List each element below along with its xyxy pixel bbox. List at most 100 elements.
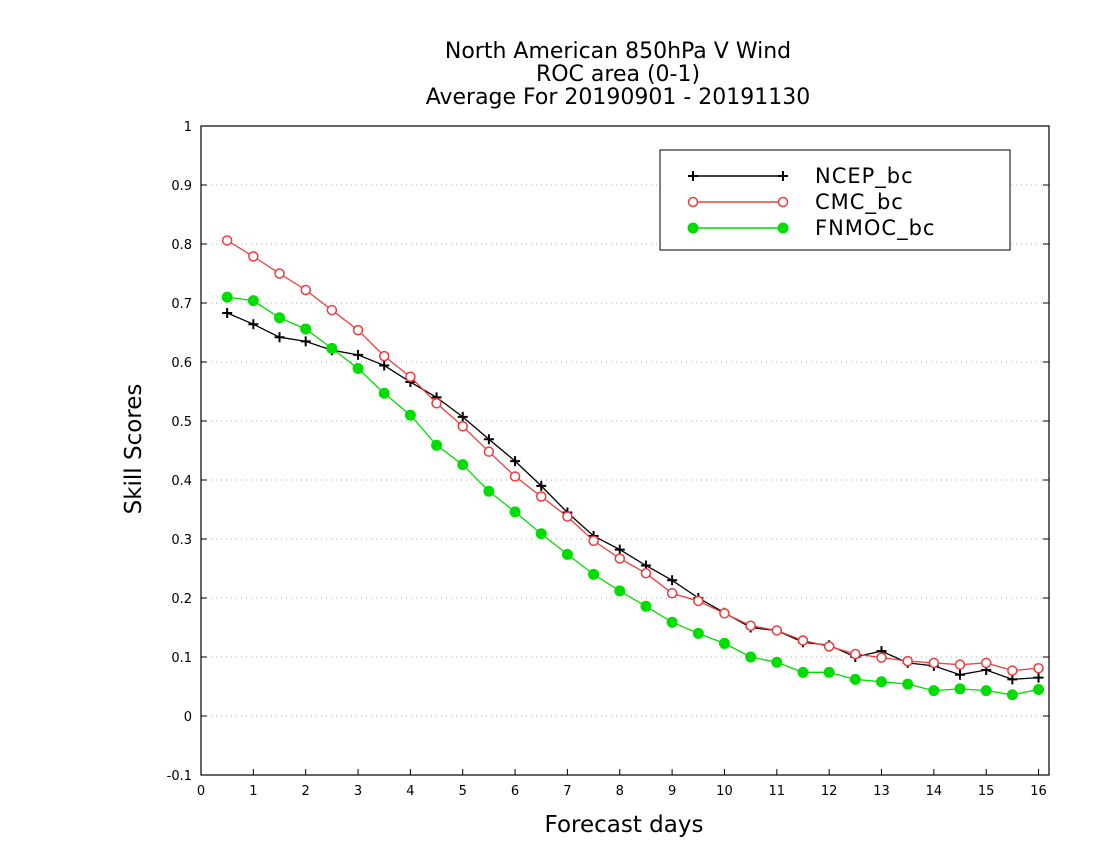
data-point — [404, 409, 416, 421]
data-point — [561, 548, 573, 560]
data-point — [431, 439, 443, 451]
data-point — [457, 459, 469, 471]
data-point — [483, 485, 495, 497]
data-point — [719, 608, 730, 619]
data-point — [535, 491, 547, 502]
legend-label: NCEP_bc — [815, 164, 914, 189]
x-axis-label: Forecast days — [545, 812, 704, 838]
x-tick-label: 10 — [716, 784, 733, 799]
series-lines — [221, 235, 1045, 701]
data-point — [379, 360, 390, 371]
title-line-1: North American 850hPa V Wind — [445, 39, 791, 64]
data-point — [326, 342, 338, 354]
data-point — [1006, 689, 1018, 701]
legend-entry: CMC_bc — [687, 190, 903, 215]
legend-entry: NCEP_bc — [688, 164, 914, 189]
data-point — [588, 568, 600, 580]
series-line — [226, 239, 1039, 672]
legend-marker — [778, 171, 788, 181]
title-line-3: Average For 20190901 - 20191130 — [426, 85, 811, 110]
x-tick-label: 14 — [926, 784, 943, 799]
x-tick-label: 13 — [873, 784, 890, 799]
data-point — [248, 319, 259, 330]
data-point — [353, 349, 364, 360]
series-line — [226, 312, 1039, 681]
x-tick-label: 15 — [978, 784, 995, 799]
data-point — [745, 651, 757, 663]
data-point — [562, 511, 573, 522]
data-point — [745, 620, 756, 631]
data-point — [510, 456, 521, 467]
y-tick-label: 0.5 — [171, 415, 192, 430]
data-point — [247, 295, 259, 307]
y-axis-label: Skill Scores — [121, 384, 147, 515]
data-point — [378, 350, 390, 362]
data-point — [300, 336, 311, 347]
grid — [201, 184, 1049, 717]
data-point — [536, 480, 547, 491]
data-point — [928, 685, 940, 697]
plot-frame — [200, 125, 1050, 776]
data-point — [771, 625, 783, 636]
data-point — [614, 585, 626, 597]
data-point — [352, 362, 364, 374]
data-point — [483, 446, 495, 457]
title-line-2: ROC area (0-1) — [536, 62, 700, 87]
data-point — [509, 506, 521, 518]
legend-marker — [777, 222, 789, 234]
x-tick-label: 8 — [616, 784, 624, 799]
data-point — [954, 659, 966, 670]
data-point — [1007, 674, 1018, 685]
legend-marker — [687, 196, 699, 208]
data-point — [248, 251, 259, 262]
data-point — [666, 616, 678, 628]
data-point — [431, 398, 442, 409]
data-point — [1033, 672, 1044, 683]
series-line — [227, 296, 1039, 696]
data-point — [980, 685, 992, 697]
series-FNMOC_bc — [221, 291, 1045, 701]
legend-entry: FNMOC_bc — [687, 216, 934, 241]
series-CMC_bc — [221, 235, 1044, 676]
data-point — [221, 291, 233, 303]
y-tick-label: -0.1 — [167, 769, 192, 784]
data-point — [849, 673, 861, 685]
data-point — [1033, 683, 1045, 695]
y-tick-label: 0.1 — [171, 651, 192, 666]
data-point — [352, 324, 364, 336]
data-point — [614, 544, 625, 555]
y-tick-label: 0.3 — [171, 533, 192, 548]
data-point — [457, 411, 468, 422]
data-point — [1007, 665, 1018, 676]
y-tick-label: 0.6 — [171, 356, 192, 371]
chart-title: North American 850hPa V Wind ROC area (0… — [426, 39, 811, 110]
data-point — [300, 323, 312, 335]
data-point — [221, 235, 233, 246]
series-NCEP_bc — [222, 308, 1044, 685]
x-tick-label: 6 — [511, 784, 519, 799]
data-point — [693, 595, 704, 607]
y-tick-label: 1 — [184, 120, 192, 135]
y-tick-label: 0.2 — [171, 592, 192, 607]
data-point — [666, 588, 678, 599]
data-point — [405, 371, 416, 382]
data-point — [718, 637, 730, 649]
legend-marker — [687, 222, 699, 234]
data-point — [274, 332, 285, 343]
data-point — [692, 627, 704, 639]
legend-marker — [777, 196, 789, 208]
data-point — [875, 676, 887, 688]
data-point — [797, 666, 809, 678]
x-tick-label: 16 — [1030, 784, 1047, 799]
x-tick-label: 0 — [197, 784, 205, 799]
data-point — [928, 657, 940, 669]
data-point — [902, 655, 913, 667]
data-point — [667, 575, 678, 586]
x-tick-label: 9 — [668, 784, 676, 799]
x-tick-label: 11 — [769, 784, 786, 799]
x-tick-label: 12 — [821, 784, 838, 799]
x-tick-label: 2 — [302, 784, 310, 799]
data-point — [1033, 662, 1044, 674]
